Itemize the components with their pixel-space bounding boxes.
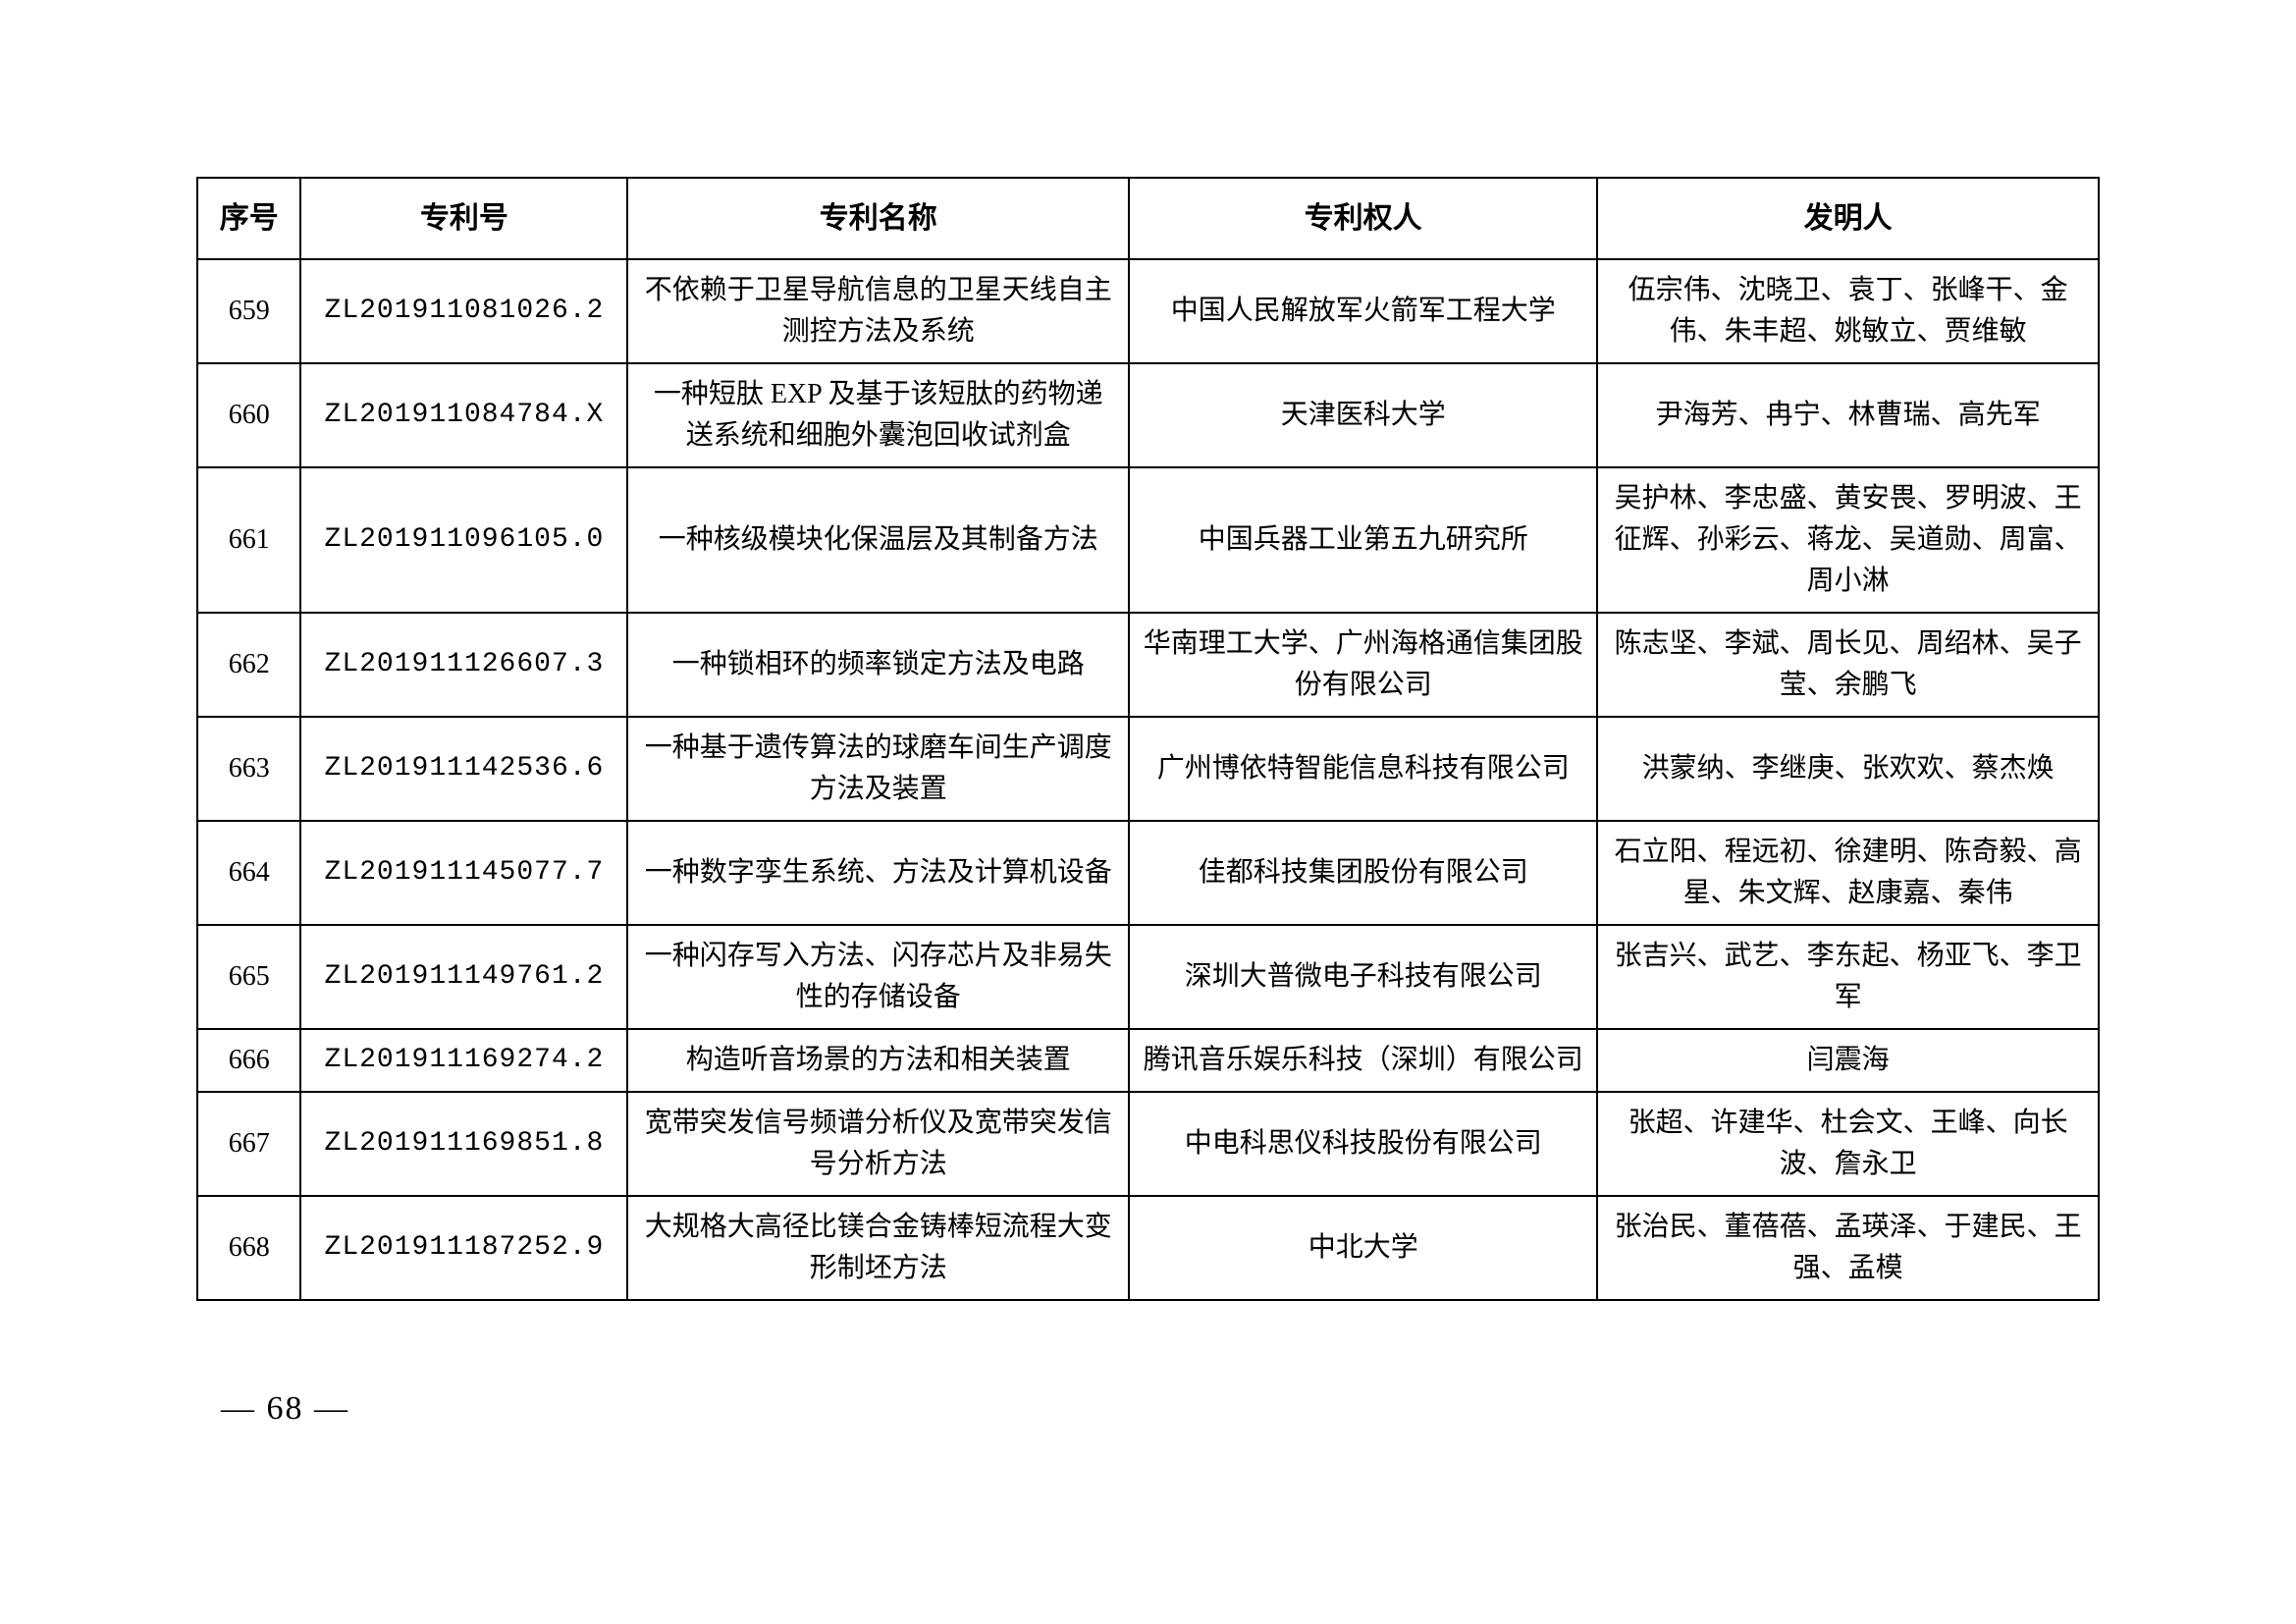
cell-seq: 663 [197,717,300,821]
cell-title: 一种核级模块化保温层及其制备方法 [627,467,1129,613]
cell-inventors: 洪蒙纳、李继庚、张欢欢、蔡杰焕 [1597,717,2099,821]
cell-seq: 662 [197,613,300,717]
cell-patent-no: ZL201911126607.3 [300,613,627,717]
cell-title: 宽带突发信号频谱分析仪及宽带突发信号分析方法 [627,1092,1129,1196]
table-header-row: 序号 专利号 专利名称 专利权人 发明人 [197,178,2099,259]
table-row: 662 ZL201911126607.3 一种锁相环的频率锁定方法及电路 华南理… [197,613,2099,717]
cell-inventors: 张治民、董蓓蓓、孟瑛泽、于建民、王强、孟模 [1597,1196,2099,1300]
cell-title: 一种短肽 EXP 及基于该短肽的药物递送系统和细胞外囊泡回收试剂盒 [627,363,1129,467]
cell-seq: 666 [197,1029,300,1092]
cell-inventors: 石立阳、程远初、徐建明、陈奇毅、高星、朱文辉、赵康嘉、秦伟 [1597,821,2099,925]
header-owner: 专利权人 [1129,178,1597,259]
cell-owner: 中国兵器工业第五九研究所 [1129,467,1597,613]
header-patent-no: 专利号 [300,178,627,259]
cell-owner: 佳都科技集团股份有限公司 [1129,821,1597,925]
cell-owner: 华南理工大学、广州海格通信集团股份有限公司 [1129,613,1597,717]
cell-title: 一种基于遗传算法的球磨车间生产调度方法及装置 [627,717,1129,821]
cell-inventors: 尹海芳、冉宁、林曹瑞、高先军 [1597,363,2099,467]
table-row: 666 ZL201911169274.2 构造听音场景的方法和相关装置 腾讯音乐… [197,1029,2099,1092]
cell-patent-no: ZL201911145077.7 [300,821,627,925]
cell-inventors: 张超、许建华、杜会文、王峰、向长波、詹永卫 [1597,1092,2099,1196]
cell-inventors: 吴护林、李忠盛、黄安畏、罗明波、王征辉、孙彩云、蒋龙、吴道勋、周富、周小淋 [1597,467,2099,613]
table-row: 665 ZL201911149761.2 一种闪存写入方法、闪存芯片及非易失性的… [197,925,2099,1029]
cell-patent-no: ZL201911081026.2 [300,259,627,363]
cell-seq: 660 [197,363,300,467]
cell-patent-no: ZL201911169274.2 [300,1029,627,1092]
header-seq: 序号 [197,178,300,259]
table-row: 667 ZL201911169851.8 宽带突发信号频谱分析仪及宽带突发信号分… [197,1092,2099,1196]
cell-title: 一种数字孪生系统、方法及计算机设备 [627,821,1129,925]
header-title: 专利名称 [627,178,1129,259]
cell-owner: 腾讯音乐娱乐科技（深圳）有限公司 [1129,1029,1597,1092]
cell-owner: 广州博依特智能信息科技有限公司 [1129,717,1597,821]
cell-seq: 664 [197,821,300,925]
cell-inventors: 伍宗伟、沈晓卫、袁丁、张峰干、金伟、朱丰超、姚敏立、贾维敏 [1597,259,2099,363]
cell-owner: 天津医科大学 [1129,363,1597,467]
cell-title: 一种闪存写入方法、闪存芯片及非易失性的存储设备 [627,925,1129,1029]
cell-inventors: 陈志坚、李斌、周长见、周绍林、吴子莹、余鹏飞 [1597,613,2099,717]
cell-title: 一种锁相环的频率锁定方法及电路 [627,613,1129,717]
cell-owner: 中北大学 [1129,1196,1597,1300]
cell-inventors: 张吉兴、武艺、李东起、杨亚飞、李卫军 [1597,925,2099,1029]
cell-title: 构造听音场景的方法和相关装置 [627,1029,1129,1092]
cell-title: 不依赖于卫星导航信息的卫星天线自主测控方法及系统 [627,259,1129,363]
table-row: 660 ZL201911084784.X 一种短肽 EXP 及基于该短肽的药物递… [197,363,2099,467]
cell-seq: 661 [197,467,300,613]
table-row: 661 ZL201911096105.0 一种核级模块化保温层及其制备方法 中国… [197,467,2099,613]
cell-owner: 中电科思仪科技股份有限公司 [1129,1092,1597,1196]
table-body: 659 ZL201911081026.2 不依赖于卫星导航信息的卫星天线自主测控… [197,259,2099,1300]
cell-title: 大规格大高径比镁合金铸棒短流程大变形制坯方法 [627,1196,1129,1300]
cell-patent-no: ZL201911187252.9 [300,1196,627,1300]
cell-patent-no: ZL201911096105.0 [300,467,627,613]
cell-owner: 中国人民解放军火箭军工程大学 [1129,259,1597,363]
patent-table: 序号 专利号 专利名称 专利权人 发明人 659 ZL201911081026.… [196,177,2100,1301]
page-number: — 68 — [221,1390,349,1428]
header-inventors: 发明人 [1597,178,2099,259]
table-header: 序号 专利号 专利名称 专利权人 发明人 [197,178,2099,259]
cell-seq: 668 [197,1196,300,1300]
cell-seq: 659 [197,259,300,363]
cell-patent-no: ZL201911149761.2 [300,925,627,1029]
cell-owner: 深圳大普微电子科技有限公司 [1129,925,1597,1029]
table-row: 664 ZL201911145077.7 一种数字孪生系统、方法及计算机设备 佳… [197,821,2099,925]
cell-seq: 667 [197,1092,300,1196]
cell-seq: 665 [197,925,300,1029]
table-row: 659 ZL201911081026.2 不依赖于卫星导航信息的卫星天线自主测控… [197,259,2099,363]
cell-inventors: 闫震海 [1597,1029,2099,1092]
cell-patent-no: ZL201911169851.8 [300,1092,627,1196]
table-row: 668 ZL201911187252.9 大规格大高径比镁合金铸棒短流程大变形制… [197,1196,2099,1300]
page: 序号 专利号 专利名称 专利权人 发明人 659 ZL201911081026.… [0,0,2296,1624]
cell-patent-no: ZL201911142536.6 [300,717,627,821]
table-row: 663 ZL201911142536.6 一种基于遗传算法的球磨车间生产调度方法… [197,717,2099,821]
cell-patent-no: ZL201911084784.X [300,363,627,467]
